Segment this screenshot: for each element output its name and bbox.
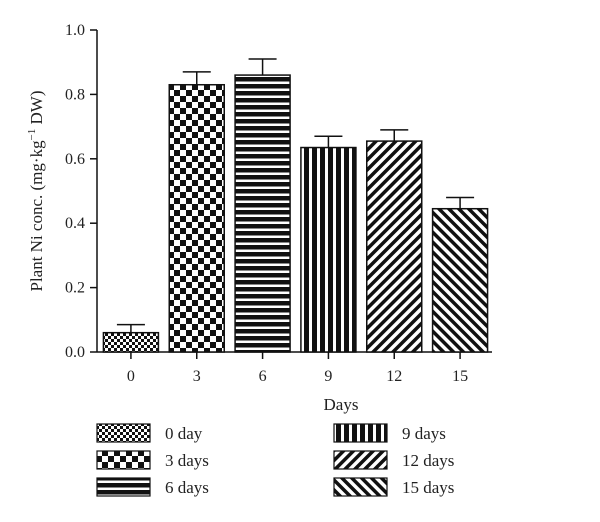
y-tick-label: 1.0 (65, 22, 85, 39)
x-tick-label: 12 (386, 368, 402, 385)
y-tick-label: 0.4 (65, 215, 85, 232)
legend-item: 3 days (96, 450, 209, 470)
y-tick-label: 0.8 (65, 86, 85, 103)
x-tick-label: 6 (259, 368, 267, 385)
legend-item: 12 days (333, 450, 454, 470)
legend-swatch (333, 450, 388, 470)
legend-swatch (333, 477, 388, 497)
bar-day-9 (300, 146, 357, 353)
y-axis-title: Plant Ni conc. (mg·kg−1 DW) (26, 90, 46, 291)
legend-item: 15 days (333, 477, 454, 497)
x-tick-label: 0 (127, 368, 135, 385)
legend-item: 9 days (333, 423, 446, 443)
legend-label: 6 days (165, 478, 209, 497)
x-tick-label: 15 (452, 368, 468, 385)
legend: 0 day 3 days 6 days 9 days 12 days 15 days (96, 423, 454, 497)
bar-day-0 (102, 331, 160, 353)
legend-item: 0 day (96, 423, 203, 443)
x-axis-title: Days (324, 395, 359, 414)
y-tick-label: 0.6 (65, 151, 85, 168)
bar-day-6 (234, 74, 291, 353)
legend-swatch (96, 450, 151, 470)
legend-label: 15 days (402, 478, 454, 497)
bars (102, 58, 489, 353)
legend-label: 0 day (165, 424, 203, 443)
legend-swatch (96, 423, 151, 443)
legend-label: 3 days (165, 451, 209, 470)
x-tick-label: 3 (193, 368, 201, 385)
legend-label: 9 days (402, 424, 446, 443)
bar-day-15 (431, 207, 489, 353)
bar-day-12 (366, 140, 423, 353)
y-axis: 0.0 0.2 0.4 0.6 0.8 1.0 (65, 22, 98, 361)
legend-item: 6 days (96, 477, 209, 497)
bar-day-3 (168, 83, 225, 353)
legend-swatch (96, 477, 151, 497)
legend-swatch (333, 423, 388, 443)
y-tick-label: 0.2 (65, 280, 85, 297)
x-tick-label: 9 (324, 368, 332, 385)
legend-label: 12 days (402, 451, 454, 470)
x-axis: 0 3 6 9 12 15 (97, 351, 492, 385)
y-tick-label: 0.0 (65, 344, 85, 361)
